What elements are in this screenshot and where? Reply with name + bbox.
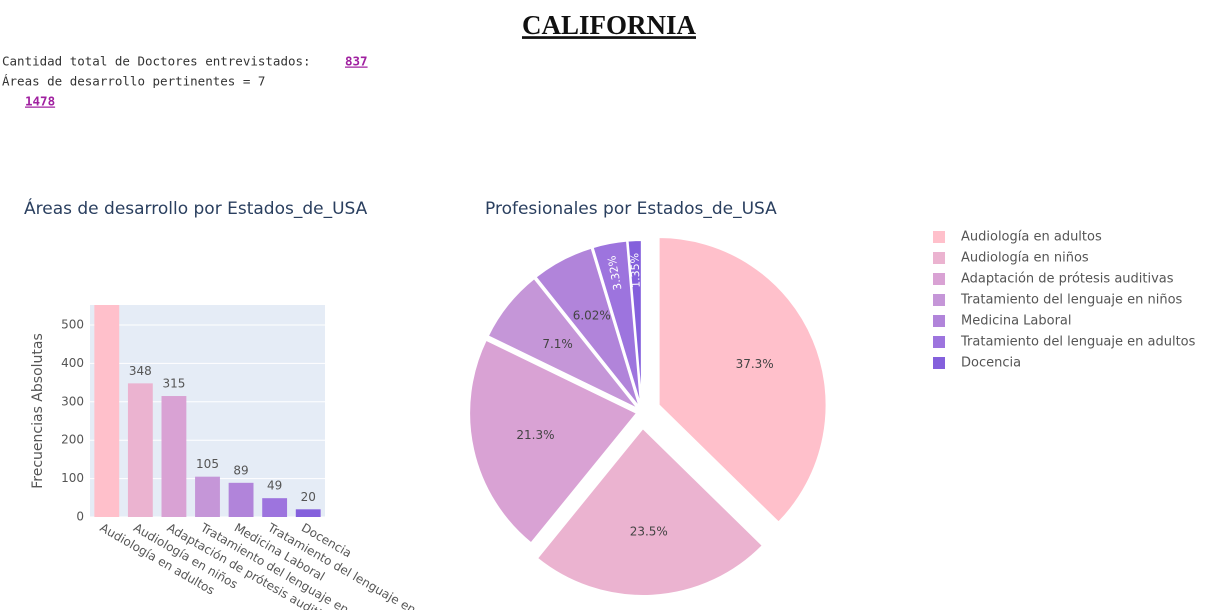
legend-label: Adaptación de prótesis auditivas xyxy=(961,272,1174,287)
legend-swatch xyxy=(933,294,945,306)
legend-label: Tratamiento del lenguaje en adultos xyxy=(960,335,1196,350)
y-axis-label: Frecuencias Absolutas xyxy=(30,333,46,489)
y-tick-label: 500 xyxy=(61,317,84,331)
page-title: CALIFORNIA xyxy=(522,10,697,40)
legend-label: Docencia xyxy=(961,356,1021,371)
bar xyxy=(195,476,220,517)
slice-label: 3.32% xyxy=(605,254,624,291)
total: 1478 xyxy=(25,94,55,109)
bar xyxy=(295,509,321,517)
pie-slice xyxy=(657,236,828,525)
slice-label: 23.5% xyxy=(630,524,668,538)
slice-label: 1.35% xyxy=(628,253,642,288)
legend-swatch xyxy=(933,336,945,348)
bar xyxy=(127,383,153,517)
doctors-label: Cantidad total de Doctores entrevistados… xyxy=(2,54,311,69)
legend-swatch xyxy=(933,252,945,264)
pie-slice xyxy=(535,426,765,597)
legend-swatch xyxy=(933,357,945,369)
doctors-total: 837 xyxy=(345,54,368,69)
pie-slice xyxy=(486,276,640,411)
y-tick-label: 100 xyxy=(61,471,84,485)
legend-swatch xyxy=(933,231,945,243)
areas-line: Áreas de desarrollo pertinentes = 7 xyxy=(2,74,265,89)
legend-label: Audiología en niños xyxy=(961,251,1089,266)
bar xyxy=(94,305,120,517)
y-tick-label: 400 xyxy=(61,356,84,370)
data-label: 315 xyxy=(162,377,185,391)
y-tick-label: 200 xyxy=(61,433,84,447)
slice-label: 37.3% xyxy=(736,357,774,371)
legend-label: Audiología en adultos xyxy=(961,230,1102,245)
bar xyxy=(262,498,288,517)
pie-slice xyxy=(468,338,639,545)
slice-label: 6.02% xyxy=(573,309,611,323)
slice-label: 7.1% xyxy=(542,337,573,351)
data-label: 105 xyxy=(196,457,219,471)
legend-label: Tratamiento del lenguaje en niños xyxy=(960,293,1183,308)
pie-title: Profesionales por Estados_de_USA xyxy=(485,199,777,219)
slice-label: 21.3% xyxy=(516,428,554,442)
legend-swatch xyxy=(933,273,945,285)
legend-swatch xyxy=(933,315,945,327)
bar xyxy=(161,396,187,517)
pie-slice xyxy=(626,239,643,409)
y-tick-label: 300 xyxy=(61,394,84,408)
data-label: 89 xyxy=(233,463,248,477)
legend-label: Medicina Laboral xyxy=(961,314,1072,329)
pie-slice xyxy=(534,246,642,410)
data-label: 20 xyxy=(301,490,316,504)
bar-title: Áreas de desarrollo por Estados_de_USA xyxy=(24,197,368,219)
bar xyxy=(228,482,254,517)
data-label: 49 xyxy=(267,479,282,493)
data-label: 348 xyxy=(129,364,152,378)
y-tick-label: 0 xyxy=(76,510,84,524)
